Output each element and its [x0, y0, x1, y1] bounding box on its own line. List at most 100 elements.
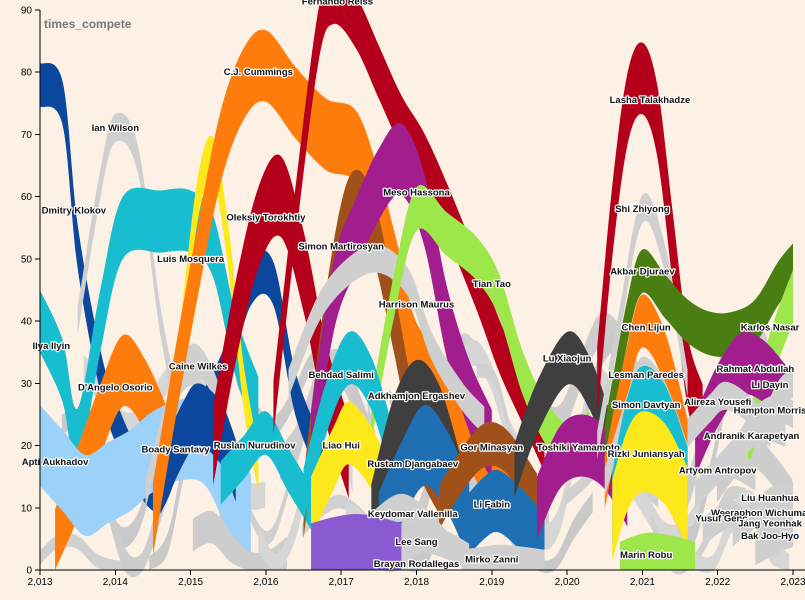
series-label-artyom-antropov: Artyom Antropov — [679, 465, 757, 476]
series-label-adkhamjon-ergashev: Adkhamjon Ergashev — [368, 391, 466, 402]
series-label-lesman-paredes: Lesman Paredes — [608, 370, 684, 381]
series-label-tian-tao: Tian Tao — [473, 279, 511, 290]
series-label-liao-hui: Liao Hui — [322, 441, 359, 452]
x-tick-label: 2,023 — [780, 577, 805, 588]
axes: 0 10 20 30 40 50 60 70 80 90 2,013 2,014 2,015 2,016… — [21, 6, 805, 588]
series-label-lu-xiaojun: Lu Xiaojun — [543, 353, 592, 364]
series-label-marin-robu: Marin Robu — [620, 550, 672, 561]
series-label-li-fabin: Li Fabin — [474, 500, 511, 511]
series-label-andranik-karapetyan: Andranik Karapetyan — [704, 431, 800, 442]
series-label-d-angelo-osorio: D'Angelo Osorio — [78, 382, 153, 393]
stream-gor-minasyan — [439, 422, 537, 530]
series-label-ian-wilson: Ian Wilson — [92, 123, 140, 134]
series-label-lee-sang: Lee Sang — [395, 537, 437, 548]
stream-yusuf-gen — [702, 499, 748, 547]
y-tick-label: 90 — [21, 6, 33, 17]
series-label-c-j-cummings: C.J. Cummings — [224, 67, 293, 78]
stream-andranik-karapetyan — [717, 412, 786, 485]
series-label-rahmat-abdullah: Rahmat Abdullah — [716, 364, 794, 375]
stream-ruslan-nurudinov — [220, 411, 312, 530]
background-stream — [149, 431, 244, 570]
stream-lu-xiaojun — [514, 331, 613, 497]
series-label-yusuf-gen: Yusuf Genç — [695, 514, 747, 525]
y-tick-label: 80 — [21, 68, 33, 79]
series-label-alireza-yousefi: Alireza Yousefi — [684, 397, 751, 408]
series-label-ilya-ilyin: Ilya Ilyin — [33, 341, 71, 352]
stream-keydomar-vallenilla — [356, 493, 447, 560]
series-label-karlos-nasar: Karlos Nasar — [741, 322, 800, 333]
series-label-jang-yeonhak: Jang Yeonhak — [738, 518, 802, 529]
stream-adkhamjon-ergashev — [371, 359, 462, 556]
stream-rizki-juniansyah — [612, 411, 688, 561]
x-tick-label: 2,014 — [103, 577, 128, 588]
series-label-lasha-talakhadze: Lasha Talakhadze — [610, 95, 691, 106]
series-label-hampton-morris: Hampton Morris — [734, 405, 805, 416]
y-ticks: 0 10 20 30 40 50 60 70 80 90 — [21, 6, 40, 577]
stream-mirko-zanni — [461, 544, 545, 570]
y-tick-label: 50 — [21, 254, 33, 265]
stream-artyom-antropov — [695, 449, 756, 510]
series-label-liu-huanhua: Liu Huanhua — [741, 493, 799, 504]
stream-harrison-maurus — [288, 244, 485, 435]
stream-caine-wilkes — [145, 343, 236, 510]
series-label-apti-aukhadov: Apti Aukhadov — [22, 457, 89, 468]
series-label-dmitry-klokov: Dmitry Klokov — [42, 206, 107, 217]
series-label-gor-minasyan: Gor Minasyan — [460, 443, 523, 454]
stream-li-fabin — [461, 469, 545, 570]
x-tick-label: 2,016 — [253, 577, 278, 588]
stream-labels: Dmitry Klokov Ian Wilson Ilya Ilyin D'Angel… — [21, 0, 805, 571]
x-tick-label: 2,018 — [404, 577, 429, 588]
stream-simon-davtyan — [612, 365, 688, 544]
stream-d-angelo-osorio — [55, 334, 169, 570]
stream-shi-zhiyong — [597, 193, 688, 460]
stream-brayan-rodallegas — [311, 514, 402, 570]
y-tick-label: 40 — [21, 317, 33, 328]
series-label-ruslan-nurudinov: Ruslan Nurudinov — [214, 441, 297, 452]
y-tick-label: 20 — [21, 441, 33, 452]
series-label-caine-wilkes: Caine Wilkes — [169, 362, 228, 373]
series-label-toshiki-yamamoto: Toshiki Yamamoto — [537, 443, 620, 454]
x-tick-label: 2,017 — [329, 577, 354, 588]
stream-oleksiy-torokhtiy — [213, 154, 349, 499]
series-label-rustam-djangabaev: Rustam Djangabaev — [367, 459, 459, 470]
stream-marin-robu — [619, 532, 696, 570]
background-stream — [695, 489, 790, 573]
background-stream — [520, 366, 615, 550]
series-label-luis-mosquera: Luis Mosquera — [157, 254, 225, 265]
x-tick-label: 2,019 — [479, 577, 504, 588]
series-label-simon-davtyan: Simon Davtyan — [612, 400, 681, 411]
x-tick-label: 2,020 — [555, 577, 580, 588]
series-label-boady-santavy: Boady Santavy — [141, 445, 210, 456]
stream-meso-hassona — [311, 122, 492, 482]
series-label-weeraphon-wichuma: Weeraphon Wichuma — [711, 508, 805, 519]
stream-rahmat-abdullah — [695, 332, 786, 477]
y-tick-label: 0 — [26, 566, 32, 577]
stream-alireza-yousefi — [687, 381, 771, 448]
series-label-akbar-djuraev: Akbar Djuraev — [610, 266, 675, 277]
y-tick-label: 60 — [21, 192, 33, 203]
series-label-behdad-salimi: Behdad Salimi — [308, 370, 373, 381]
series-label-oleksiy-torokhtiy: Oleksiy Torokhtiy — [226, 212, 306, 223]
stream-lee-sang — [386, 524, 470, 570]
series-label-fernando-reiss: Fernando Reiss — [302, 0, 373, 8]
stream-layer — [40, 0, 793, 570]
stream-behdad-salimi — [303, 331, 394, 522]
series-label-li-dayin: Li Dayin — [752, 380, 789, 391]
series-label-chen-lijun: Chen Lijun — [622, 322, 671, 333]
x-tick-label: 2,015 — [178, 577, 203, 588]
series-label-brayan-rodallegas: Brayan Rodallegas — [374, 559, 460, 570]
stream-weeraphon-wichuma — [732, 493, 793, 547]
series-label-meso-hassona: Meso Hassona — [383, 188, 450, 199]
stream-liao-hui — [311, 402, 394, 539]
y-tick-label: 10 — [21, 503, 33, 514]
x-tick-label: 2,022 — [705, 577, 730, 588]
x-tick-label: 2,013 — [27, 577, 52, 588]
y-axis-title: times_compete — [44, 17, 132, 31]
y-tick-label: 70 — [21, 130, 33, 141]
series-label-mirko-zanni: Mirko Zanni — [465, 555, 518, 566]
series-label-harrison-maurus: Harrison Maurus — [379, 300, 455, 311]
stream-hampton-morris — [732, 394, 793, 472]
stream-rustam-djangabaev — [378, 404, 470, 570]
background-stream — [476, 363, 571, 508]
